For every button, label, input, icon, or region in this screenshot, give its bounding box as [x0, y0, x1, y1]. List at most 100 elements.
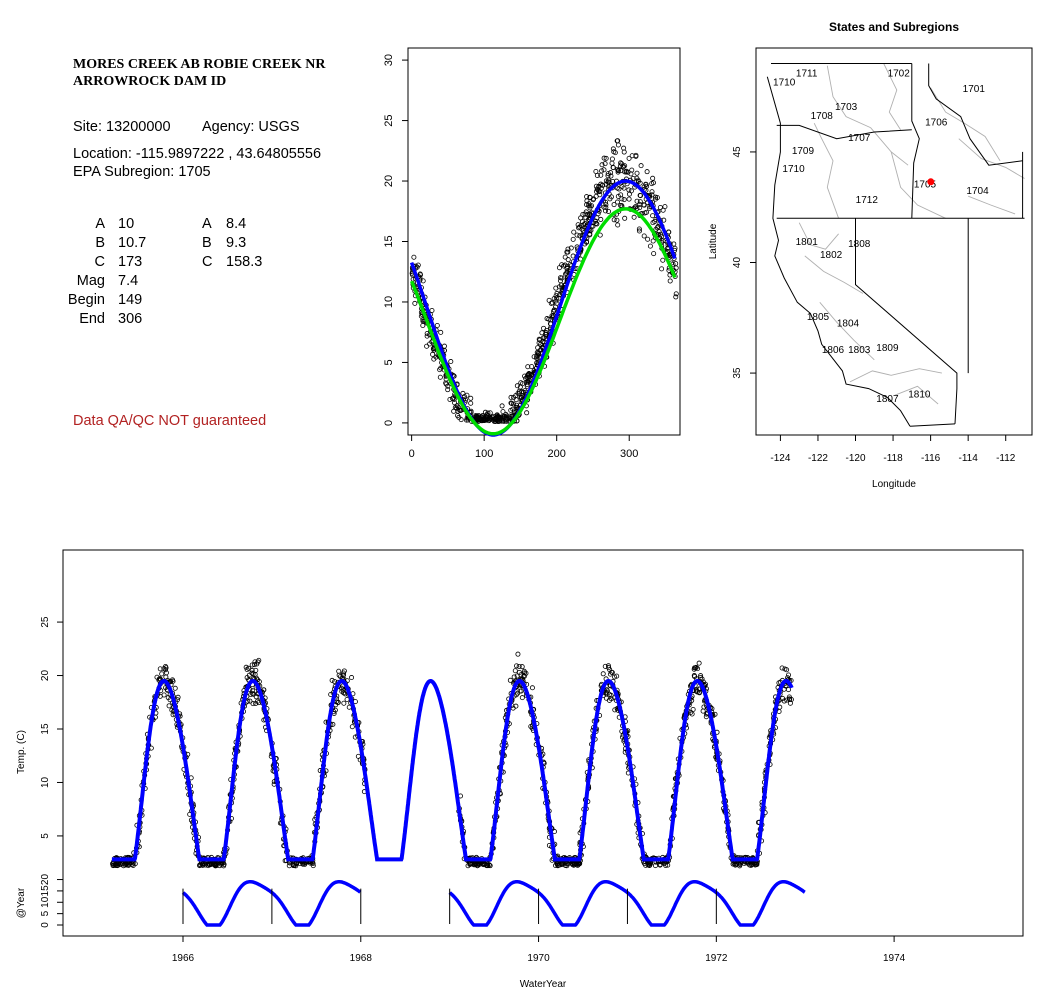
observation-point [641, 184, 647, 190]
subregion-label: 1803 [848, 345, 871, 356]
observation-point [580, 211, 586, 217]
subregion-boundary [894, 385, 939, 405]
subregion-label: 1708 [811, 111, 834, 122]
observation-point [600, 671, 606, 677]
subregion-label: 1702 [888, 69, 911, 80]
observation-point [512, 668, 518, 674]
subregion-boundary [798, 222, 839, 250]
observation-point [480, 417, 486, 423]
seasonal-x-tick-label: 0 [409, 448, 415, 460]
observation-point [610, 146, 616, 152]
timeseries-x-tick-label: 1970 [527, 953, 550, 964]
timeseries-x-tick-label: 1968 [350, 953, 373, 964]
seasonal-x-tick-label: 100 [475, 448, 493, 460]
observation-point [536, 351, 542, 357]
subregion-boundary [883, 63, 901, 131]
timeseries-x-tick-label: 1966 [172, 953, 195, 964]
param-left-label: Begin [67, 292, 105, 308]
observation-point [452, 400, 458, 406]
observation-point [535, 345, 541, 351]
annual-y-tick-label: 0 [40, 922, 51, 928]
observation-point [461, 394, 467, 400]
subregion-label: 1810 [908, 389, 931, 400]
annual-y-tick-label: 5 [40, 910, 51, 916]
observation-point [644, 169, 650, 175]
observation-point [651, 251, 657, 257]
subregion-label: 1705 [914, 179, 937, 190]
observation-point [635, 177, 641, 183]
param-right-value: 8.4 [226, 216, 247, 232]
observation-point [554, 295, 560, 301]
observation-point [341, 670, 347, 676]
observation-point [622, 215, 628, 221]
map-x-tick-label: -114 [959, 453, 979, 464]
param-left-label: B [95, 235, 105, 251]
observation-point [576, 225, 582, 231]
observation-point [621, 197, 627, 203]
observation-point [157, 676, 163, 682]
observation-point [614, 217, 620, 223]
observation-point [568, 245, 574, 251]
observation-point [641, 233, 647, 239]
observation-point [520, 389, 526, 395]
observation-point [514, 673, 520, 679]
observation-point [591, 196, 597, 202]
observation-point [551, 307, 557, 313]
seasonal-y-tick-label: 30 [383, 54, 395, 66]
site-id: Site: 13200000 [73, 119, 171, 135]
param-left-label: Mag [76, 273, 105, 289]
observation-point [587, 211, 593, 217]
observation-point [509, 413, 515, 419]
observation-point [515, 690, 521, 696]
param-left-value: 10.7 [118, 235, 147, 251]
state-boundary [911, 63, 920, 219]
observation-point [454, 405, 460, 411]
subregion-label: 1809 [876, 343, 899, 354]
observation-point [617, 163, 623, 169]
subregion-label: 1808 [848, 239, 871, 250]
annual-y-tick-label: 15 [40, 885, 51, 897]
observation-point [649, 181, 655, 187]
subregion-label: 1703 [835, 102, 858, 113]
observation-point [329, 677, 335, 683]
observation-point [507, 677, 513, 683]
observation-point [519, 695, 525, 701]
seasonal-y-tick-label: 0 [383, 420, 395, 426]
timeseries-x-label: WaterYear [520, 979, 567, 990]
observation-point [626, 155, 632, 161]
observation-point [626, 196, 632, 202]
timeseries-y-tick-label: 25 [40, 616, 51, 628]
observation-point [341, 700, 347, 706]
seasonal-y-tick-label: 20 [383, 175, 395, 187]
observation-point [660, 257, 666, 263]
observation-point [524, 410, 530, 416]
observation-point [520, 381, 526, 387]
observation-point [598, 172, 604, 178]
observation-point [575, 222, 581, 228]
observation-point [603, 202, 609, 208]
observation-point [557, 275, 563, 281]
seasonal-y-tick-label: 5 [383, 359, 395, 365]
observation-point [634, 198, 640, 204]
subregion-boundary [958, 138, 1025, 179]
observation-point [443, 380, 449, 386]
observation-point [529, 685, 535, 691]
observation-point [583, 215, 589, 221]
observation-point [584, 239, 590, 245]
subregion-label: 1806 [822, 345, 845, 356]
observation-point [420, 318, 426, 324]
observation-point [690, 706, 696, 712]
observation-point [656, 229, 662, 235]
observation-point [603, 155, 609, 161]
param-left-label: A [95, 216, 105, 232]
observation-point [516, 669, 522, 675]
observation-point [603, 205, 609, 211]
param-left-value: 7.4 [118, 273, 139, 289]
observation-point [534, 350, 540, 356]
observation-point [696, 660, 702, 666]
observation-point [246, 665, 252, 671]
map-x-tick-label: -112 [996, 453, 1016, 464]
observation-point [517, 384, 523, 390]
observation-point [599, 162, 605, 168]
